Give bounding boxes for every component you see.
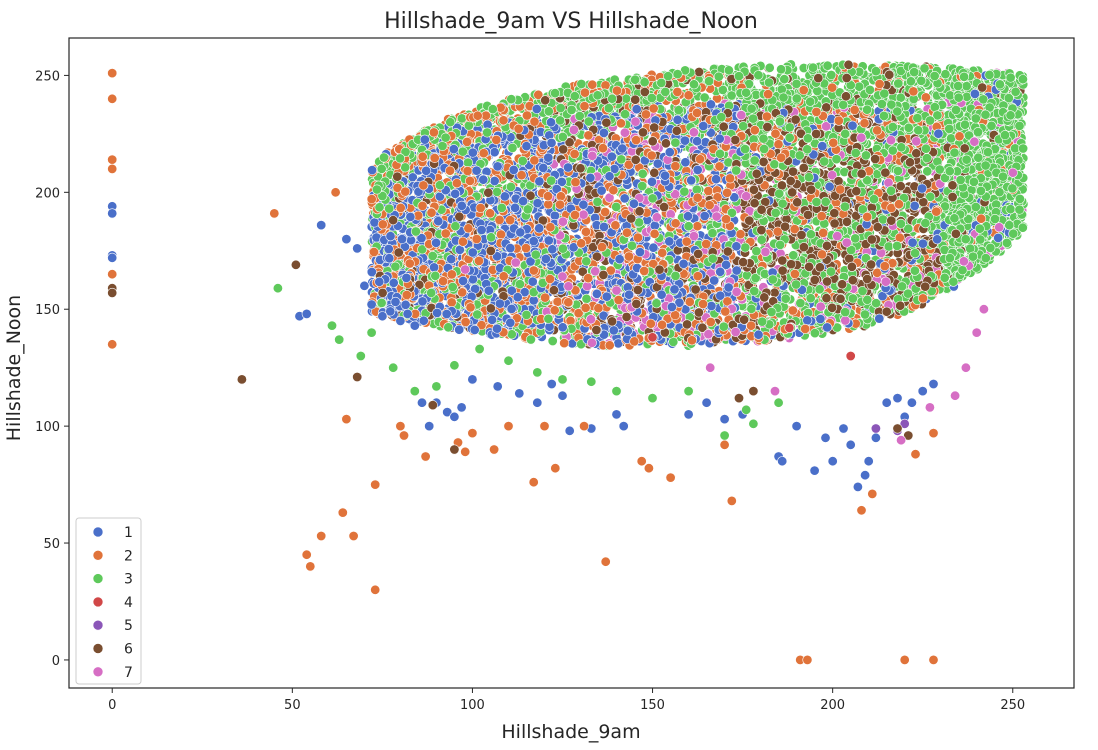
scatter-point	[600, 207, 611, 218]
scatter-point	[764, 62, 775, 73]
scatter-point	[668, 336, 679, 347]
scatter-points	[107, 59, 1029, 665]
chart-title: Hillshade_9am VS Hillshade_Noon	[384, 9, 758, 34]
scatter-point	[547, 335, 558, 346]
